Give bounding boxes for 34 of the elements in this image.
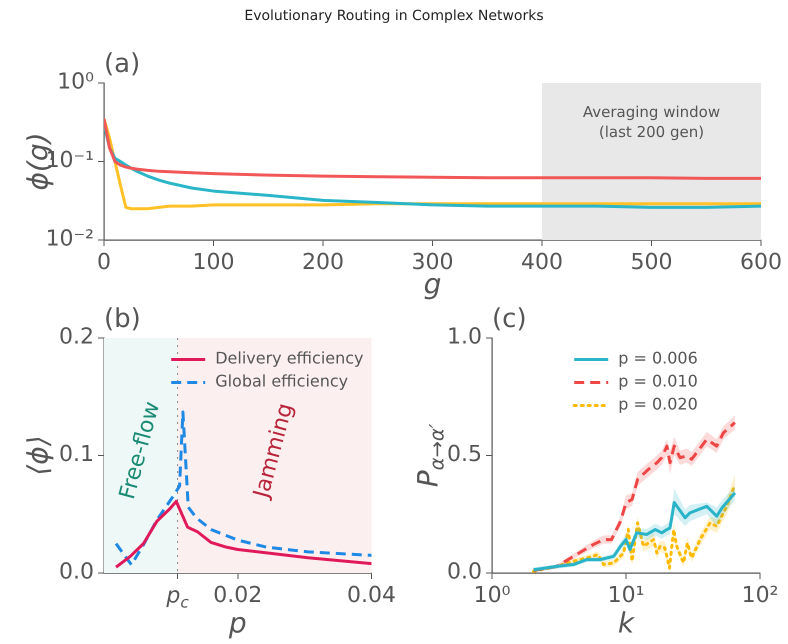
chart-title: Evolutionary Routing in Complex Networks bbox=[243, 8, 545, 24]
y-axis-title: ⟨ϕ⟩ bbox=[21, 435, 54, 476]
x-tick-label: 10⁰ bbox=[474, 582, 511, 608]
y-tick-label: 10⁰ bbox=[57, 70, 94, 95]
y-tick-label: 10⁻² bbox=[46, 226, 94, 252]
x-tick-label: 400 bbox=[521, 250, 563, 275]
y-tick-label: 0.2 bbox=[59, 324, 94, 350]
x-tick-label: 200 bbox=[302, 250, 344, 275]
legend-label: Delivery efficiency bbox=[215, 348, 364, 368]
x-axis-title: k bbox=[618, 606, 636, 640]
y-tick-label: 0.0 bbox=[59, 560, 94, 585]
text: (b) bbox=[104, 304, 141, 334]
x-tick-label: 100 bbox=[192, 250, 234, 275]
x-tick-label: 0.02 bbox=[213, 582, 262, 608]
x-tick-label: 0.04 bbox=[347, 582, 396, 608]
x-tick-label: 0 bbox=[97, 250, 111, 275]
legend-label: p = 0.006 bbox=[618, 348, 698, 368]
legend-label: p = 0.020 bbox=[618, 394, 698, 414]
text: (a) bbox=[104, 48, 140, 79]
x-tick-label: 500 bbox=[630, 250, 672, 275]
x-tick-label: 600 bbox=[740, 250, 782, 275]
x-axis-title: p bbox=[228, 606, 247, 640]
band-label: Averaging window (last 200 gen) bbox=[582, 102, 720, 141]
y-tick-label: 0.1 bbox=[59, 442, 94, 468]
legend-label: Global efficiency bbox=[215, 372, 348, 391]
x-tick-label: 10² bbox=[742, 582, 778, 608]
text: (c) bbox=[492, 304, 527, 334]
y-tick-label: 0.5 bbox=[447, 442, 482, 468]
legend-label: p = 0.010 bbox=[618, 372, 698, 391]
y-axis-title: Pα→α′ bbox=[411, 423, 448, 488]
y-tick-label: 1.0 bbox=[447, 324, 482, 350]
y-tick-label: 0.0 bbox=[447, 560, 482, 585]
x-tick-label: 300 bbox=[412, 250, 454, 275]
x-tick-label: 10¹ bbox=[608, 582, 644, 608]
